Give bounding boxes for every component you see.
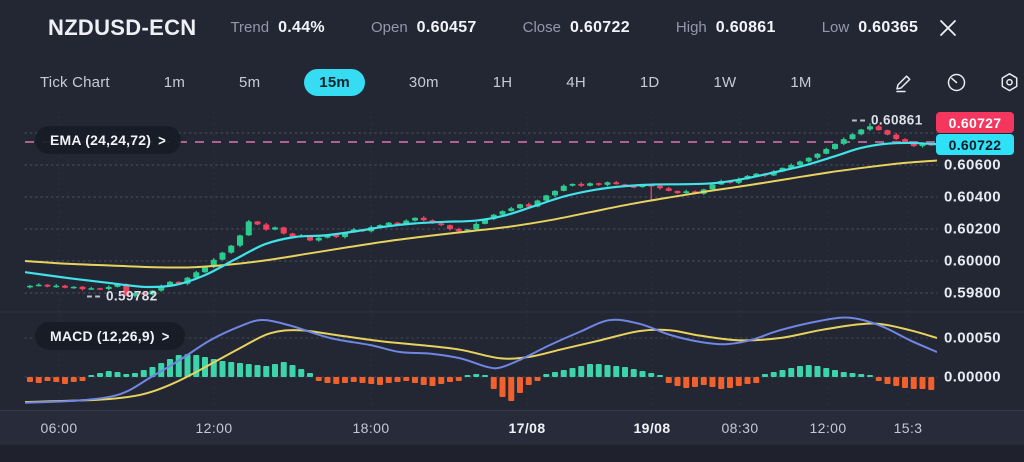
close-icon bbox=[940, 20, 956, 36]
stat-low: Low 0.60365 bbox=[822, 19, 918, 37]
ohlc-stats: Trend 0.44% Open 0.60457 Close 0.60722 High 0.6… bbox=[230, 19, 932, 37]
timeframe-toolbar: Tick Chart 1m 5m 15m 30m 1H 4H 1D 1W 1M bbox=[0, 56, 1024, 108]
bar-timer-button[interactable] bbox=[943, 69, 970, 96]
stat-value: 0.60457 bbox=[416, 19, 477, 36]
stat-label: Close bbox=[522, 19, 561, 36]
draw-icon bbox=[895, 74, 911, 92]
timeframe-1h[interactable]: 1H bbox=[483, 69, 523, 96]
draw-button[interactable] bbox=[890, 69, 917, 96]
timeframe-4h[interactable]: 4H bbox=[556, 69, 596, 96]
bar-timer-icon bbox=[947, 73, 965, 91]
chart-header: NZDUSD-ECN Trend 0.44% Open 0.60457 Close 0.6… bbox=[0, 0, 1024, 56]
stat-value: 0.44% bbox=[278, 19, 325, 36]
close-button[interactable] bbox=[932, 12, 964, 44]
stat-value: 0.60722 bbox=[569, 19, 630, 36]
stat-high: High 0.60861 bbox=[676, 19, 776, 37]
stat-value: 0.60365 bbox=[858, 19, 919, 36]
stat-label: Trend bbox=[230, 19, 270, 36]
stat-trend: Trend 0.44% bbox=[230, 19, 325, 37]
timeframe-1m[interactable]: 1m bbox=[154, 69, 195, 96]
chevron-right-icon: > bbox=[158, 131, 166, 149]
stat-value: 0.60861 bbox=[715, 19, 776, 36]
chevron-right-icon: > bbox=[161, 327, 170, 345]
timeframe-tick-chart[interactable]: Tick Chart bbox=[30, 69, 120, 96]
stat-open: Open 0.60457 bbox=[371, 19, 477, 37]
ema-indicator-label[interactable]: EMA (24,24,72) > bbox=[35, 126, 181, 154]
macd-indicator-label[interactable]: MACD (12,26,9) > bbox=[35, 322, 185, 350]
ema-indicator-text: EMA (24,24,72) bbox=[50, 132, 152, 148]
stat-label: Low bbox=[821, 19, 850, 36]
chart-tool-icons bbox=[890, 69, 1023, 96]
timeframe-15m[interactable]: 15m bbox=[304, 68, 365, 96]
timeframe-buttons: Tick Chart 1m 5m 15m 30m 1H 4H 1D 1W 1M bbox=[30, 68, 822, 96]
stat-close: Close 0.60722 bbox=[523, 19, 630, 37]
symbol-title: NZDUSD-ECN bbox=[48, 15, 197, 40]
timeframe-1w[interactable]: 1W bbox=[703, 69, 746, 96]
stat-label: High bbox=[675, 19, 707, 36]
macd-indicator-text: MACD (12,26,9) bbox=[50, 328, 155, 344]
timeframe-30m[interactable]: 30m bbox=[399, 69, 449, 96]
timeframe-5m[interactable]: 5m bbox=[229, 69, 270, 96]
timeframe-1d[interactable]: 1D bbox=[630, 69, 670, 96]
settings-icon bbox=[1001, 72, 1018, 91]
settings-button[interactable] bbox=[996, 69, 1023, 96]
stat-label: Open bbox=[370, 19, 408, 36]
timeframe-1m[interactable]: 1M bbox=[780, 69, 821, 96]
